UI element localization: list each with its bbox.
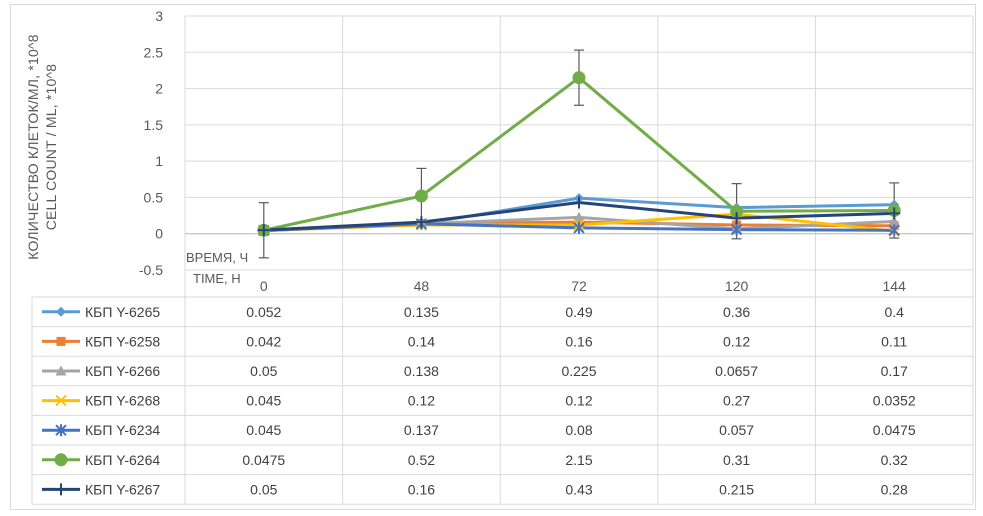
series-name-label: КБП Y-6234: [85, 422, 160, 438]
table-cell-value: 0.12: [408, 393, 435, 409]
table-cell-value: 2.15: [565, 452, 592, 468]
legend-key-marker: [55, 483, 67, 496]
table-cell-value: 0.32: [881, 452, 908, 468]
table-cell-value: 0.12: [723, 333, 750, 349]
legend-key-marker: [55, 424, 67, 437]
series-name-label: КБП Y-6267: [85, 481, 160, 497]
y-tick-label: 3: [155, 8, 163, 24]
table-cell-value: 0.43: [565, 481, 592, 497]
legend-key-marker: [56, 306, 66, 317]
table-cell-value: 0.215: [719, 481, 754, 497]
table-cell-value: 0.49: [565, 304, 592, 320]
table-cell-value: 0.05: [250, 481, 277, 497]
legend-key-marker: [56, 336, 66, 346]
data-point: [573, 211, 585, 222]
data-point: [572, 71, 586, 85]
data-point: [888, 207, 901, 220]
table-cell-value: 0.08: [565, 422, 592, 438]
table-cell-value: 0.52: [408, 452, 435, 468]
gridlines: [184, 15, 974, 504]
table-cell-value: 0.052: [246, 304, 281, 320]
chart-frame: [10, 4, 976, 510]
table-cell-value: 0.057: [719, 422, 754, 438]
data-point: [573, 196, 585, 209]
x-tick-label: 120: [725, 278, 749, 294]
y-axis-ticks: 3 2.5 2 1.5 1 0.5 0 -0.5: [139, 8, 163, 278]
data-point: [730, 223, 743, 236]
data-point: [730, 212, 743, 225]
x-axis-label-en: TIME, H: [193, 271, 241, 286]
series-name-label: КБП Y-6258: [85, 333, 160, 349]
y-tick-label: 1.5: [144, 117, 164, 133]
legend-key-marker: [55, 394, 67, 407]
y-tick-label: 2.5: [144, 44, 164, 60]
legend-key-marker: [55, 365, 67, 376]
table-cell-value: 0.05: [250, 363, 277, 379]
table-cell-value: 0.11: [881, 333, 907, 349]
table-cell-value: 0.27: [723, 393, 750, 409]
x-tick-label: 48: [414, 278, 430, 294]
y-tick-label: 0.5: [144, 189, 164, 205]
y-axis-label-en: CELL COUNT / ML, *10^8: [43, 64, 59, 231]
table-cell-value: 0.12: [565, 393, 592, 409]
x-tick-label: 72: [571, 278, 587, 294]
series-name-label: КБП Y-6266: [85, 363, 160, 379]
table-cell-value: 0.045: [246, 393, 281, 409]
table-cell-value: 0.225: [561, 363, 596, 379]
table-cell-value: 0.137: [404, 422, 439, 438]
table-cell-value: 0.042: [246, 333, 281, 349]
series-name-label: КБП Y-6264: [85, 452, 160, 468]
table-cell-value: 0.0475: [873, 422, 916, 438]
y-tick-label: 1: [155, 153, 163, 169]
data-point: [888, 215, 900, 226]
table-cell-value: 0.0352: [873, 393, 916, 409]
table-cell-value: 0.0657: [715, 363, 758, 379]
table-cell-value: 0.17: [881, 363, 908, 379]
series-markers: [257, 71, 901, 237]
table-cell-value: 0.135: [404, 304, 439, 320]
x-tick-label: 0: [260, 278, 268, 294]
table-cell-value: 0.138: [404, 363, 439, 379]
legend-key-marker: [54, 453, 68, 467]
data-point: [415, 216, 428, 229]
table-cell-value: 0.31: [723, 452, 750, 468]
data-point: [888, 224, 900, 237]
data-point: [414, 189, 428, 203]
y-tick-label: 2: [155, 81, 163, 97]
table-cell-value: 0.0475: [242, 452, 285, 468]
table-cell-value: 0.28: [881, 481, 908, 497]
table-cell-value: 0.16: [408, 481, 435, 497]
table-cell-value: 0.16: [565, 333, 592, 349]
data-point: [257, 224, 270, 237]
y-tick-label: 0: [155, 226, 163, 242]
series-name-label: КБП Y-6268: [85, 393, 160, 409]
table-cell-value: 0.36: [723, 304, 750, 320]
x-axis-label-ru: ВРЕМЯ, Ч: [186, 250, 248, 265]
data-table: 0 48 72 120 144 КБП Y-6265 0.052 0.135 0.49 0.36 0…: [31, 269, 973, 505]
y-tick-label: -0.5: [139, 262, 163, 278]
table-cell-value: 0.045: [246, 422, 281, 438]
table-cell-value: 0.14: [408, 333, 435, 349]
table-cell-value: 0.4: [884, 304, 904, 320]
y-axis-label-ru: КОЛИЧЕСТВО КЛЕТОК/МЛ, *10^8: [25, 34, 41, 259]
data-point: [573, 221, 585, 234]
x-tick-label: 144: [883, 278, 907, 294]
data-point: [730, 204, 744, 218]
series-name-label: КБП Y-6265: [85, 304, 160, 320]
